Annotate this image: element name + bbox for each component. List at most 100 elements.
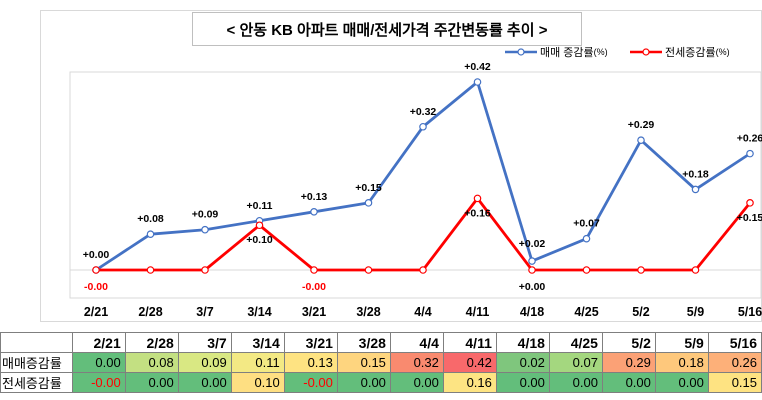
data-label: +0.15	[737, 212, 762, 224]
data-label: +0.18	[682, 168, 709, 180]
series-0-point	[746, 149, 754, 158]
chart-title: < 안동 KB 아파트 매매/전세가격 주간변동률 추이 >	[192, 12, 582, 46]
data-label: +0.32	[410, 106, 437, 118]
table-header-cell: 2/28	[124, 332, 179, 353]
table-row-label: 전세증감률	[0, 372, 73, 393]
series-0-point	[582, 234, 591, 243]
x-tick-label: 5/2	[632, 305, 649, 319]
series-1-point	[691, 266, 700, 274]
series-0-point	[364, 199, 373, 207]
data-label: +0.02	[519, 238, 546, 250]
plot-area	[69, 71, 762, 299]
data-table: 2/21 2/28 3/7 3/14 3/21 3/28 4/4 4/11 4/18 4/25 5/…	[0, 332, 762, 393]
table-cell: -0.00	[71, 372, 126, 393]
table-cell: 0.00	[177, 372, 232, 393]
x-tick-label: 3/7	[196, 305, 213, 319]
series-1-point	[255, 221, 264, 230]
table-cell: 0.00	[495, 372, 550, 393]
table-cell: 0.09	[177, 352, 232, 373]
table-cell: 0.10	[230, 372, 285, 393]
data-label: -0.00	[84, 281, 108, 293]
table-cell: 0.11	[230, 352, 285, 373]
table-header-cell: 5/9	[654, 332, 709, 353]
data-label: +0.09	[192, 209, 219, 221]
legend-label-jeonse: 전세증감률	[665, 47, 716, 59]
table-header-cell: 3/14	[230, 332, 285, 353]
series-0-point	[146, 230, 155, 238]
legend-unit-sale: (%)	[593, 47, 608, 57]
x-tick-label: 2/21	[84, 305, 108, 319]
data-label: +0.29	[628, 119, 655, 131]
table-cell: 0.42	[442, 352, 497, 373]
table-row: 전세증감률 -0.00 0.00 0.00 0.10 -0.00 0.00 0.00 0.16 0…	[0, 372, 762, 393]
legend-line-red-icon	[630, 48, 662, 56]
table-header-cell: 4/25	[548, 332, 603, 353]
table-row-label: 매매증감률	[0, 352, 73, 373]
series-1-point	[92, 266, 100, 274]
legend-line-blue-icon	[505, 48, 537, 56]
table-cell: 0.16	[442, 372, 497, 393]
table-header-row: 2/21 2/28 3/7 3/14 3/21 3/28 4/4 4/11 4/18 4/25 5/…	[0, 332, 762, 353]
series-1-point	[310, 266, 318, 274]
table-header-cell: 3/28	[336, 332, 391, 353]
series-1-point	[201, 266, 209, 274]
table-header-cell: 3/21	[283, 332, 338, 353]
table-cell: -0.00	[283, 372, 338, 393]
x-tick-label: 5/16	[738, 305, 762, 319]
data-label: +0.42	[464, 61, 491, 73]
data-label: +0.16	[464, 207, 491, 219]
series-1-point	[146, 266, 155, 274]
series-1-point	[419, 266, 427, 274]
table-header-cell: 4/18	[495, 332, 550, 353]
data-label: +0.00	[83, 249, 110, 261]
legend-series-sale: 매매 증감률 (%)	[505, 44, 608, 60]
x-tick-label: 4/18	[520, 305, 544, 319]
series-1-point	[473, 194, 482, 203]
series-1-point	[364, 266, 373, 274]
x-tick-label: 3/28	[356, 305, 380, 319]
legend-label-sale: 매매 증감률	[540, 47, 594, 59]
table-cell: 0.18	[654, 352, 709, 373]
data-label: +0.00	[519, 281, 546, 293]
table-header-cell: 5/2	[601, 332, 656, 353]
table-cell: 0.00	[124, 372, 179, 393]
series-0-point	[637, 136, 645, 144]
series-1-point	[528, 266, 536, 274]
data-label: +0.15	[355, 182, 382, 194]
data-label: -0.00	[302, 281, 326, 293]
series-1-point	[746, 199, 754, 207]
data-label: +0.08	[137, 213, 164, 225]
data-label: +0.07	[573, 218, 600, 230]
x-tick-label: 3/21	[302, 305, 326, 319]
data-label: +0.13	[301, 191, 328, 203]
x-tick-label: 4/4	[414, 305, 431, 319]
series-0-point	[473, 78, 482, 86]
table-header-cell: 4/4	[389, 332, 444, 353]
table-cell: 0.00	[601, 372, 656, 393]
x-tick-label: 3/14	[247, 305, 271, 319]
table-cell: 0.08	[124, 352, 179, 373]
series-0-point	[310, 208, 318, 216]
table-cell: 0.29	[601, 352, 656, 373]
table-corner-cell	[0, 332, 73, 353]
x-tick-label: 4/11	[466, 305, 490, 319]
table-cell: 0.32	[389, 352, 444, 373]
data-label: +0.26	[737, 133, 762, 145]
table-cell: 0.00	[71, 352, 126, 373]
table-cell: 0.15	[336, 352, 391, 373]
table-cell: 0.15	[707, 372, 762, 393]
table-cell: 0.00	[548, 372, 603, 393]
legend-unit-jeonse: (%)	[715, 47, 730, 57]
table-header-cell: 4/11	[442, 332, 497, 353]
line-chart: 2/21 2/28 3/7 3/14 3/21 3/28 4/4 4/11 4/18 4/25 5/…	[69, 61, 762, 319]
data-label: +0.10	[246, 234, 273, 246]
table-cell: 0.02	[495, 352, 550, 373]
table-header-cell: 2/21	[71, 332, 126, 353]
x-tick-label: 2/28	[138, 305, 162, 319]
x-tick-label: 4/25	[574, 305, 598, 319]
series-0-point	[201, 225, 209, 234]
data-label: +0.11	[247, 200, 273, 212]
table-cell: 0.00	[654, 372, 709, 393]
series-0-point	[419, 122, 427, 131]
table-cell: 0.00	[389, 372, 444, 393]
